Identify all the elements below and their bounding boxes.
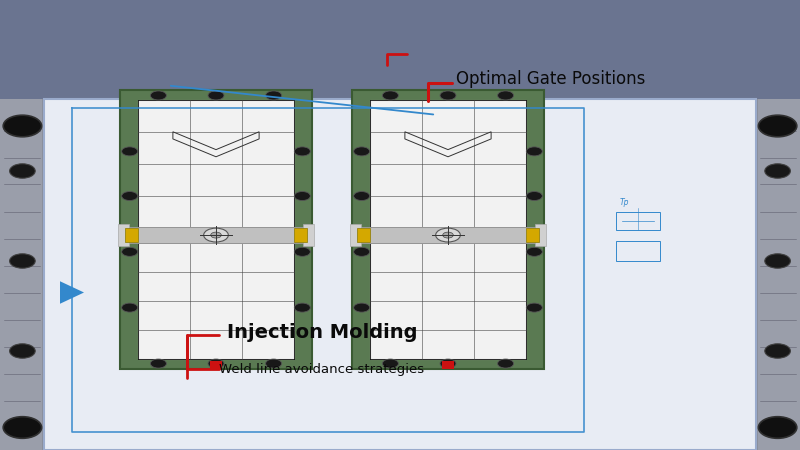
Text: Optimal Gate Positions: Optimal Gate Positions (456, 70, 646, 88)
Circle shape (3, 417, 42, 438)
Circle shape (382, 359, 398, 368)
Bar (210, 361, 222, 369)
Circle shape (526, 192, 542, 201)
Polygon shape (60, 281, 84, 304)
Circle shape (526, 303, 542, 312)
Circle shape (122, 147, 138, 156)
Circle shape (498, 91, 514, 100)
Circle shape (526, 248, 542, 256)
Circle shape (758, 417, 797, 438)
Circle shape (354, 147, 370, 156)
Circle shape (266, 91, 282, 100)
Bar (138, 100, 294, 359)
FancyBboxPatch shape (120, 90, 312, 369)
Circle shape (208, 91, 224, 100)
Bar (758, 99, 800, 450)
Bar (355, 227, 541, 243)
Circle shape (10, 344, 35, 358)
Bar (358, 228, 370, 242)
Bar (0, 99, 42, 450)
Circle shape (122, 248, 138, 256)
Bar (370, 100, 526, 359)
Bar (0, 99, 44, 450)
Bar (526, 228, 538, 242)
Circle shape (208, 359, 224, 368)
Circle shape (10, 164, 35, 178)
Circle shape (440, 91, 456, 100)
Circle shape (122, 192, 138, 201)
Circle shape (382, 91, 398, 100)
Text: Weld line avoidance strategies: Weld line avoidance strategies (219, 363, 424, 375)
Circle shape (442, 232, 454, 238)
Bar (294, 228, 306, 242)
FancyBboxPatch shape (352, 90, 544, 369)
Text: Tp: Tp (620, 198, 630, 207)
Circle shape (210, 232, 222, 238)
Bar (118, 225, 129, 246)
Bar (616, 212, 660, 230)
Circle shape (354, 303, 370, 312)
Bar (44, 99, 756, 450)
Circle shape (294, 192, 310, 201)
Circle shape (354, 192, 370, 201)
Bar (442, 361, 454, 369)
Circle shape (436, 228, 460, 242)
Circle shape (150, 359, 166, 368)
Bar (350, 225, 361, 246)
Circle shape (10, 254, 35, 268)
Bar (126, 228, 138, 242)
Circle shape (294, 147, 310, 156)
Circle shape (526, 147, 542, 156)
Bar (0, 0, 800, 99)
Circle shape (266, 359, 282, 368)
Text: Injection Molding: Injection Molding (227, 324, 418, 342)
Circle shape (294, 248, 310, 256)
Bar (303, 225, 314, 246)
Circle shape (150, 91, 166, 100)
Circle shape (440, 359, 456, 368)
Circle shape (204, 228, 228, 242)
Circle shape (498, 359, 514, 368)
Circle shape (294, 303, 310, 312)
Circle shape (3, 115, 42, 137)
Circle shape (765, 344, 790, 358)
Bar (123, 227, 309, 243)
Circle shape (758, 115, 797, 137)
Bar (616, 241, 660, 261)
Circle shape (765, 254, 790, 268)
Bar (535, 225, 546, 246)
Bar (756, 99, 800, 450)
Circle shape (122, 303, 138, 312)
Circle shape (354, 248, 370, 256)
Circle shape (765, 164, 790, 178)
